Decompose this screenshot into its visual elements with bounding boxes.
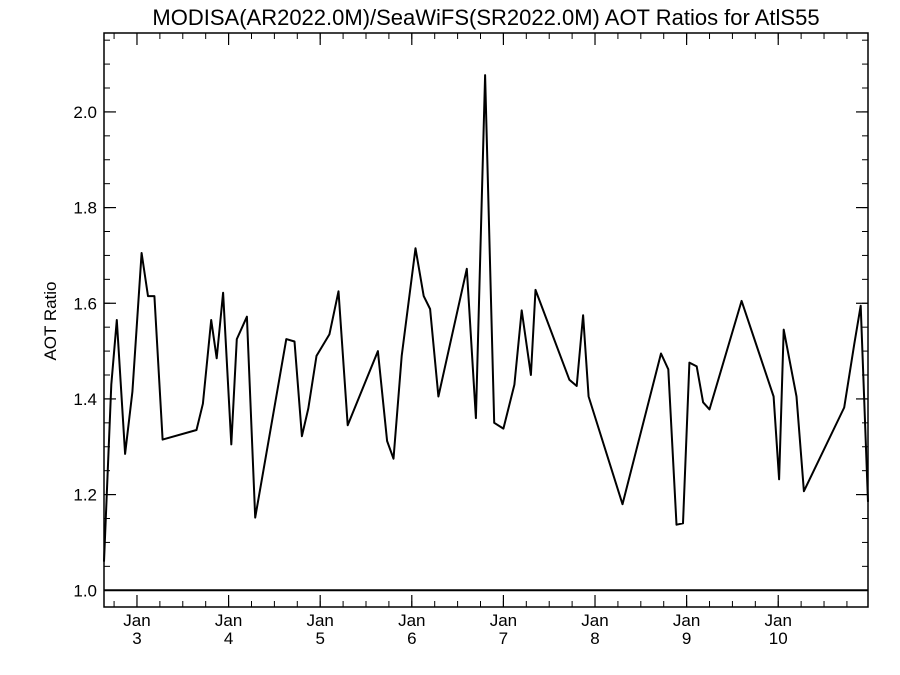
data-point	[702, 401, 704, 403]
x-tick-month-label: Jan	[673, 611, 700, 630]
y-tick-label: 1.0	[73, 581, 97, 600]
data-point	[660, 352, 662, 355]
y-tick-label: 1.2	[73, 486, 97, 505]
data-point	[162, 438, 164, 441]
data-point	[195, 429, 198, 431]
data-point	[315, 355, 318, 357]
data-point	[853, 343, 855, 345]
data-point	[222, 292, 224, 294]
data-point	[216, 357, 218, 359]
data-point	[475, 417, 477, 419]
data-point	[392, 458, 395, 460]
data-point	[246, 316, 248, 318]
data-point	[377, 350, 379, 352]
y-tick-label: 1.4	[73, 390, 97, 409]
data-point	[696, 365, 698, 367]
data-point	[293, 340, 296, 343]
data-point	[153, 295, 155, 297]
data-point	[740, 300, 743, 302]
x-tick-month-label: Jan	[306, 611, 333, 630]
data-point	[110, 383, 112, 386]
data-point	[414, 247, 417, 249]
y-tick-label: 1.8	[73, 199, 97, 218]
data-point	[675, 524, 678, 526]
data-point	[688, 361, 690, 364]
x-tick-day-label: 8	[590, 629, 599, 648]
data-point	[484, 74, 486, 76]
data-point	[568, 379, 570, 381]
x-tick-month-label: Jan	[398, 611, 425, 630]
data-point	[803, 490, 805, 492]
data-point	[124, 453, 126, 455]
data-point	[682, 522, 684, 524]
data-point	[140, 252, 143, 254]
x-tick-day-label: 4	[224, 629, 233, 648]
data-point	[254, 516, 256, 519]
data-point	[860, 305, 862, 307]
data-point	[301, 435, 303, 437]
x-tick-month-label: Jan	[765, 611, 792, 630]
data-point	[530, 374, 532, 376]
y-axis-label: AOT Ratio	[41, 281, 60, 360]
x-tick-month-label: Jan	[215, 611, 242, 630]
data-point	[236, 338, 238, 340]
data-point	[502, 427, 505, 430]
data-point	[582, 314, 584, 316]
data-point	[534, 289, 537, 291]
data-point	[210, 319, 212, 321]
data-point	[778, 478, 780, 480]
data-point	[708, 408, 711, 411]
data-point	[576, 385, 578, 387]
data-point	[347, 424, 349, 426]
x-tick-day-label: 10	[769, 629, 788, 648]
x-tick-day-label: 3	[132, 629, 141, 648]
data-point	[437, 395, 439, 398]
data-point	[386, 440, 388, 442]
x-tick-month-label: Jan	[581, 611, 608, 630]
data-point	[773, 395, 775, 398]
data-point	[230, 443, 232, 445]
data-point	[401, 355, 403, 357]
x-tick-day-label: 9	[682, 629, 691, 648]
data-point	[621, 503, 624, 505]
x-tick-day-label: 7	[499, 629, 508, 648]
data-point	[328, 333, 330, 335]
data-point	[783, 328, 785, 331]
data-point	[587, 395, 590, 398]
y-tick-group: 1.0 1.2 1.4 1.6 1.8 2.0	[73, 103, 868, 600]
x-tick-day-label: 6	[407, 629, 416, 648]
data-point	[429, 308, 431, 310]
y-tick-label: 2.0	[73, 103, 97, 122]
chart-title: MODISA(AR2022.0M)/SeaWiFS(SR2022.0M) AOT…	[152, 5, 819, 30]
data-point	[667, 368, 669, 370]
data-point	[116, 319, 118, 321]
data-point	[147, 295, 149, 297]
data-point	[423, 295, 425, 297]
y-tick-label: 1.6	[73, 294, 97, 313]
data-point	[337, 290, 340, 292]
data-point	[307, 407, 309, 410]
data-point	[843, 406, 845, 409]
data-point	[202, 403, 204, 405]
plot-frame	[103, 32, 869, 608]
data-point	[521, 309, 523, 312]
x-tick-month-label: Jan	[490, 611, 517, 630]
data-point	[285, 338, 287, 340]
data-point	[513, 383, 515, 386]
x-tick-month-label: Jan	[123, 611, 150, 630]
data-point	[131, 391, 133, 393]
x-tick-day-label: 5	[315, 629, 324, 648]
data-point	[493, 422, 495, 424]
series-line	[103, 74, 869, 562]
data-point	[466, 268, 468, 270]
data-point	[795, 395, 798, 398]
